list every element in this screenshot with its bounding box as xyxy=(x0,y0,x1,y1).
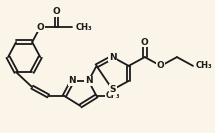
Text: CH₃: CH₃ xyxy=(195,61,212,70)
Text: CH₃: CH₃ xyxy=(76,22,92,32)
Text: O: O xyxy=(36,22,44,32)
Text: O: O xyxy=(52,7,60,16)
Text: S: S xyxy=(109,85,116,94)
Text: O: O xyxy=(157,61,165,70)
Text: O: O xyxy=(141,38,149,47)
Text: CF₃: CF₃ xyxy=(105,92,120,100)
Text: N: N xyxy=(109,53,116,62)
Text: N: N xyxy=(69,76,76,85)
Text: N: N xyxy=(85,76,92,85)
